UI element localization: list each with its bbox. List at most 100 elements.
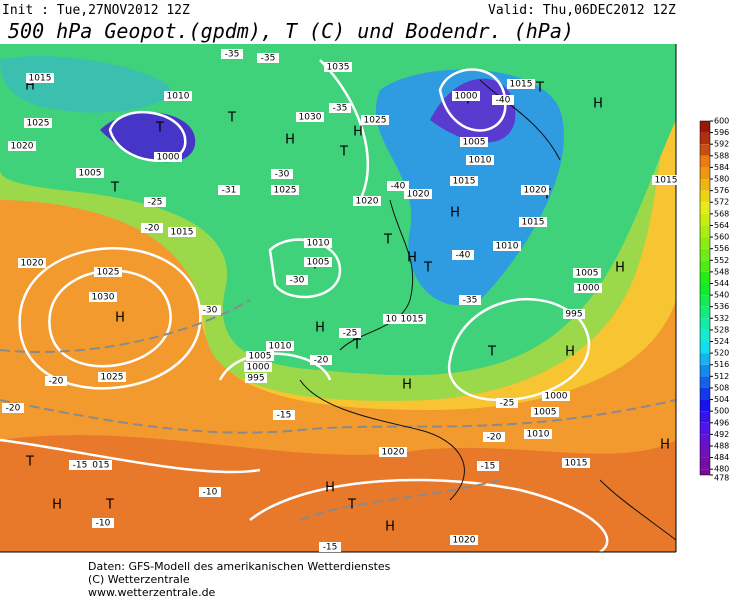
label-box (98, 372, 126, 382)
label-box (45, 376, 67, 386)
pressure-center-label: T (383, 233, 392, 248)
label-box (144, 197, 166, 207)
contour-label: 1005 (307, 258, 330, 268)
label-box (199, 305, 221, 315)
colorbar-band (700, 190, 710, 203)
label-box (245, 373, 267, 383)
contour-label: 1015 (386, 315, 409, 325)
colorbar-label: 600 (714, 117, 729, 126)
contour-label: 1015 (565, 459, 588, 469)
contour-label: 1005 (463, 138, 486, 148)
label-box (507, 79, 535, 89)
label-box (319, 542, 341, 552)
colorbar-label: 480 (714, 465, 729, 474)
label-box (483, 432, 505, 442)
colorbar-band (700, 295, 710, 307)
colorbar-band (700, 457, 710, 470)
contour-label: -15 (481, 462, 496, 472)
label-box (141, 223, 163, 233)
label-box (76, 168, 104, 178)
pressure-center-label: H (565, 345, 575, 360)
contour-label: -40 (496, 96, 511, 106)
label-box (2, 403, 24, 413)
footer-source: Daten: GFS-Modell des amerikanischen Wet… (88, 560, 391, 573)
contour-label: 1005 (576, 269, 599, 279)
colorbar-band (700, 376, 710, 388)
contour-label: -35 (333, 104, 348, 114)
colorbar-label: 552 (714, 256, 729, 265)
contour-label: -15 (277, 411, 292, 421)
contour-label: 1015 (655, 176, 678, 186)
pressure-center-label: H (52, 498, 62, 513)
cold-core (100, 112, 196, 163)
colorbar-label: 580 (714, 175, 729, 184)
pressure-center-label: H (407, 251, 417, 266)
label-box (304, 257, 332, 267)
pressure-center-label: T (110, 181, 119, 196)
footer-copyright: (C) Wetterzentrale (88, 573, 190, 586)
pressure-center-label: H (385, 520, 395, 535)
label-box (310, 355, 332, 365)
contour-label: -30 (275, 170, 290, 180)
coastlines (299, 79, 676, 541)
colorbar-band (700, 225, 710, 238)
colorbar-label: 524 (714, 337, 729, 346)
label-box (296, 112, 324, 122)
contour-label: 1010 (469, 156, 492, 166)
colorbar-band (700, 144, 710, 156)
colorbar-label: 536 (714, 302, 729, 311)
label-box (89, 292, 117, 302)
colorbar-band (700, 121, 710, 133)
pressure-center-label: T (347, 498, 356, 513)
colorbar-label: 572 (714, 198, 729, 207)
contour-label: 1015 (87, 461, 110, 471)
contour-label: 1030 (92, 293, 115, 303)
contour-label: 1035 (327, 63, 350, 73)
colorbar-label: 568 (714, 209, 729, 218)
colorbar-band (700, 132, 710, 145)
contour-label: -35 (225, 50, 240, 60)
label-box (466, 155, 494, 165)
contour-label: -35 (463, 296, 478, 306)
label-box (521, 185, 549, 195)
contour-label: 1025 (274, 186, 297, 196)
pressure-center-label: H (615, 261, 625, 276)
contour-label: -31 (222, 186, 237, 196)
pressure-center-label: H (25, 79, 35, 94)
label-box (339, 328, 361, 338)
label-box (154, 152, 182, 162)
label-box (387, 181, 409, 191)
contour-label: 1025 (97, 268, 120, 278)
contour-label: -15 (73, 461, 88, 471)
colorbar-band (700, 237, 710, 249)
pressure-center-label: H (450, 206, 460, 221)
contour-label: 1020 (453, 536, 476, 546)
contour-label: 1015 (171, 228, 194, 238)
contour-label: 1010 (496, 242, 519, 252)
footer-url: www.wetterzentrale.de (88, 586, 216, 599)
contour-label: 1020 (407, 190, 430, 200)
contour-label: 1030 (299, 113, 322, 123)
colorbar-band (700, 341, 710, 354)
contour-label: 1015 (29, 74, 52, 84)
contour-label: -10 (203, 488, 218, 498)
contour-label: -10 (96, 519, 111, 529)
label-box (573, 268, 601, 278)
init-time: Init : Tue,27NOV2012 12Z (2, 3, 190, 18)
label-box (493, 241, 521, 251)
contour-label: 1005 (534, 408, 557, 418)
pressure-center-label: H (353, 125, 363, 140)
contour-label: 1025 (364, 116, 387, 126)
colorbar-label: 500 (714, 407, 729, 416)
colorbar-label: 540 (714, 291, 729, 300)
contour-label: -20 (314, 356, 329, 366)
contour-label: 1010 (167, 92, 190, 102)
contour-label: 1015 (510, 80, 533, 90)
contour-label: 995 (247, 374, 264, 384)
colorbar-band (700, 248, 710, 261)
contour-label: 1000 (455, 92, 478, 102)
label-box (94, 267, 122, 277)
label-box (361, 115, 389, 125)
colorbar-band (700, 318, 710, 330)
label-box (329, 103, 351, 113)
